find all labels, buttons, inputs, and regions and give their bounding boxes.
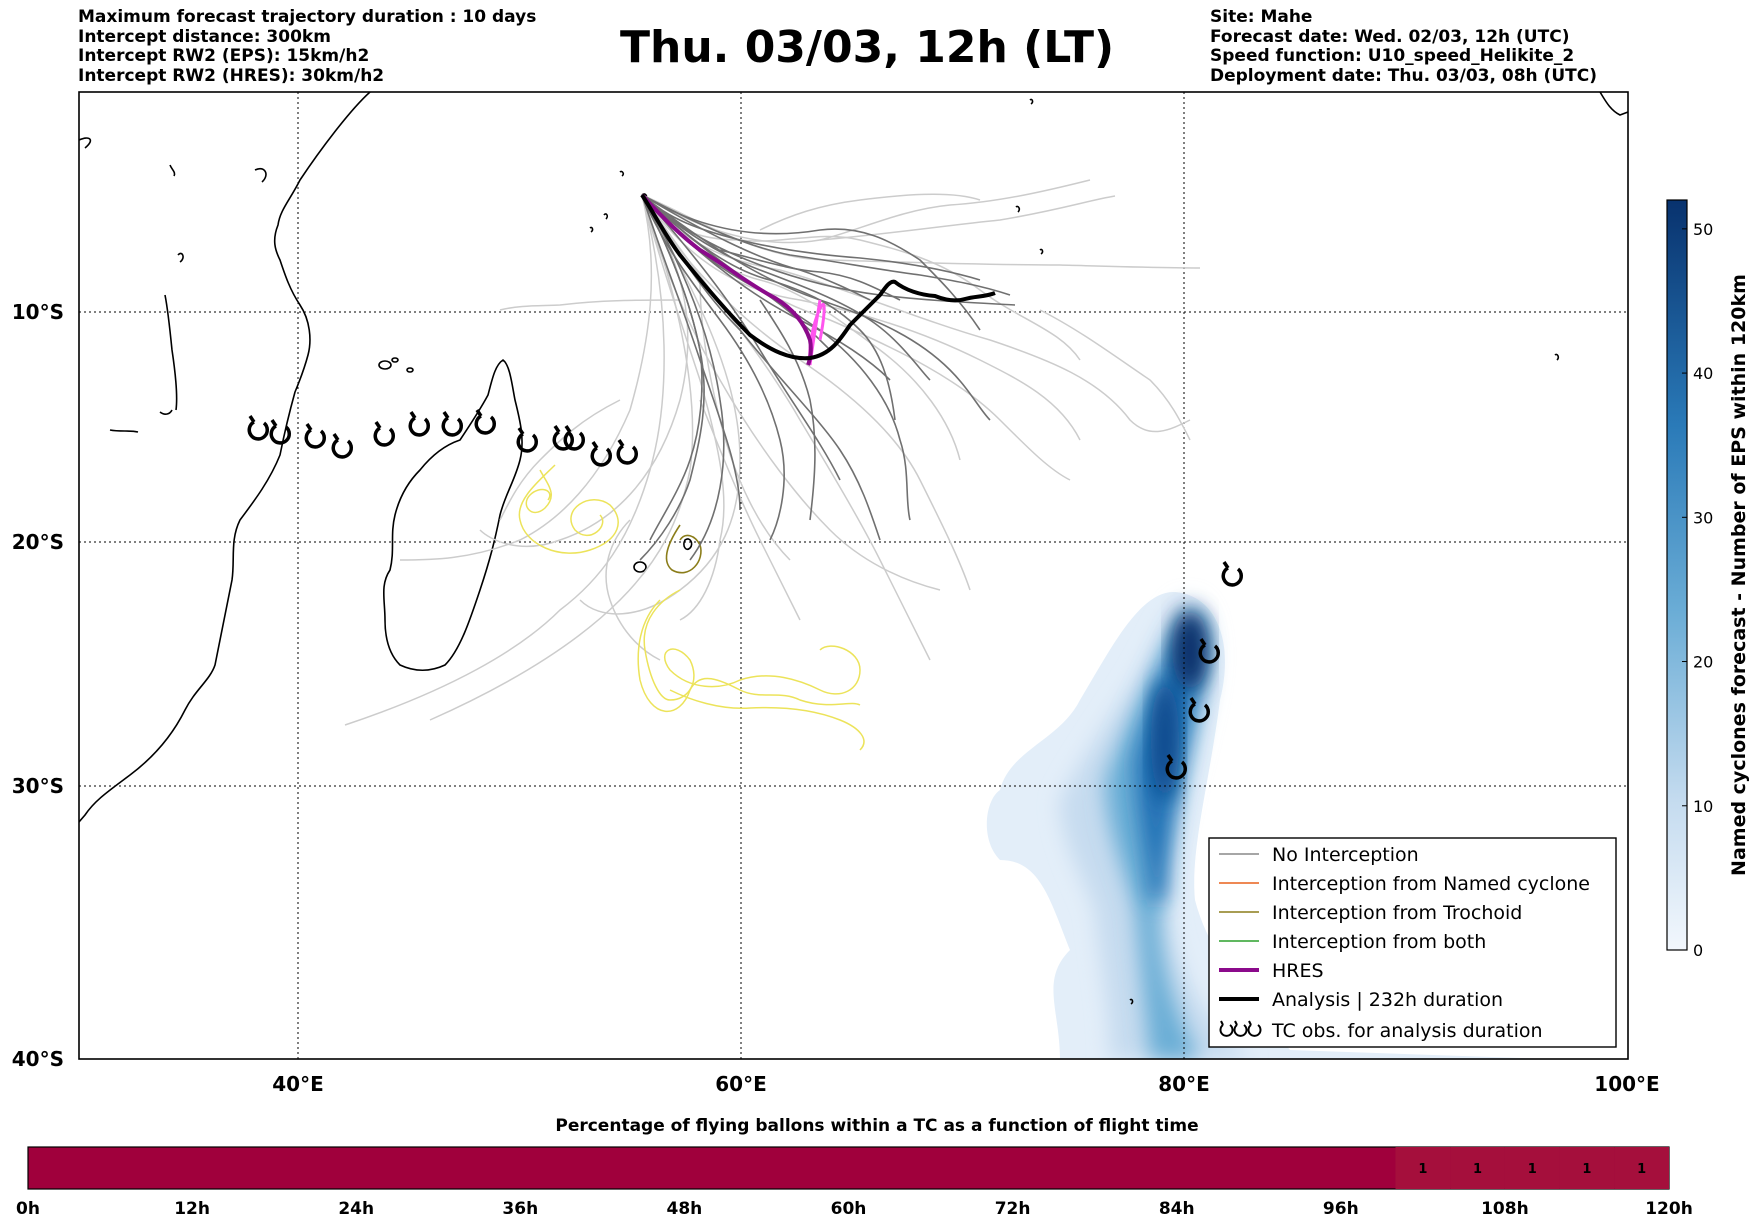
flight-time-cell-value: 1	[1528, 1162, 1537, 1177]
flight-time-bar: 1 1 1 1 1 0h 12h 24h 36h 48h 60h 72h 84h 96h 108h 120h	[16, 1146, 1693, 1219]
map-frame	[78, 91, 1629, 1060]
lat-label: 30°S	[12, 774, 64, 798]
tc-obs-icon	[304, 423, 326, 449]
legend-label: Interception from Named cyclone	[1272, 873, 1590, 895]
tc-observations	[247, 409, 1243, 780]
header-left-line: Maximum forecast trajectory duration : 1…	[78, 7, 537, 27]
lat-label: 20°S	[12, 530, 64, 554]
map-gridlines	[79, 92, 1628, 1059]
flight-time-tick: 48h	[667, 1199, 703, 1219]
tc-obs-icon	[1188, 697, 1210, 723]
lon-label: 80°E	[1158, 1072, 1210, 1096]
flight-time-cell-value: 1	[1637, 1162, 1646, 1177]
flight-time-cell	[1559, 1147, 1615, 1189]
tc-obs-icon	[331, 433, 353, 459]
lat-label: 40°S	[12, 1047, 64, 1071]
flight-time-cell	[1450, 1147, 1505, 1189]
trochoid-trajectory	[665, 524, 702, 574]
legend-tc-obs-icon	[1219, 1020, 1262, 1037]
legend-label: No Interception	[1272, 844, 1419, 866]
tc-obs-icon	[373, 421, 395, 447]
flight-time-tick: 72h	[995, 1199, 1031, 1219]
tc-obs-icon	[247, 415, 269, 441]
flight-time-cell	[1504, 1147, 1560, 1189]
colorbar-tick-label: 40	[1693, 364, 1713, 383]
colorbar-tick-label: 10	[1693, 797, 1713, 816]
legend-box	[1208, 837, 1617, 1048]
flight-bar-title: Percentage of flying ballons within a TC…	[555, 1116, 1199, 1136]
tc-obs-icon	[269, 419, 291, 445]
lon-label: 100°E	[1594, 1072, 1659, 1096]
colorbar-tick-label: 20	[1693, 653, 1713, 672]
tc-obs-icon	[616, 439, 638, 465]
flight-time-tick: 0h	[16, 1199, 40, 1219]
lon-label: 40°E	[272, 1072, 324, 1096]
lat-label: 10°S	[12, 300, 64, 324]
longitude-labels: 40°E 60°E 80°E 100°E	[272, 1072, 1659, 1096]
flight-time-cell-value: 1	[1418, 1162, 1427, 1177]
ensemble-trajectories-dark	[639, 194, 1016, 561]
tc-obs-icon	[516, 427, 538, 453]
flight-time-cell-value: 1	[1473, 1162, 1482, 1177]
analysis-trajectory	[640, 193, 996, 361]
header-right-line: Deployment date: Thu. 03/03, 08h (UTC)	[1210, 65, 1597, 86]
tc-obs-icon	[474, 409, 496, 435]
hres-trajectory	[640, 193, 813, 366]
legend-label: HRES	[1272, 960, 1324, 982]
colorbar-tick-label: 50	[1693, 220, 1713, 239]
header-right-info: Site: Mahe Forecast date: Wed. 02/03, 12…	[1210, 7, 1597, 86]
yellow-trajectories	[518, 464, 865, 751]
legend-entries: No Interception Interception from Named …	[1219, 844, 1590, 1042]
tc-obs-icon	[563, 425, 585, 451]
legend-label: Analysis | 232h duration	[1272, 989, 1503, 1011]
header-left-line: Intercept RW2 (HRES): 30km/h2	[78, 65, 385, 86]
flight-time-cell	[1614, 1147, 1669, 1189]
latitude-labels: 10°S 20°S 30°S 40°S	[12, 300, 64, 1071]
header-left-line: Intercept RW2 (EPS): 15km/h2	[78, 46, 370, 66]
colorbar-ticks: 0 10 20 30 40 50	[1682, 220, 1713, 960]
flight-time-tick: 12h	[174, 1199, 210, 1219]
flight-time-tick: 108h	[1481, 1199, 1529, 1219]
coastlines	[79, 92, 1628, 1005]
legend-label: TC obs. for analysis duration	[1271, 1020, 1543, 1042]
tc-obs-icon	[1165, 754, 1187, 780]
tc-obs-icon	[441, 411, 463, 437]
header-left-info: Maximum forecast trajectory duration : 1…	[78, 7, 537, 86]
tc-obs-icon	[552, 425, 574, 451]
colorbar-scale	[1666, 199, 1688, 951]
header-right-line: Forecast date: Wed. 02/03, 12h (UTC)	[1210, 26, 1570, 47]
flight-time-cell	[1395, 1147, 1451, 1189]
ensemble-trajectories-light	[344, 179, 1201, 726]
header-right-line: Speed function: U10_speed_Helikite_2	[1210, 46, 1575, 66]
lon-label: 60°E	[715, 1072, 767, 1096]
flight-time-bar-cells: 1 1 1 1 1	[1395, 1147, 1669, 1189]
flight-time-tick: 96h	[1323, 1199, 1359, 1219]
tc-obs-icon	[1198, 638, 1220, 664]
page-title: Thu. 03/03, 12h (LT)	[620, 22, 1115, 73]
colorbar: 0 10 20 30 40 50 Named cyclones forecast - Nu…	[1666, 199, 1750, 960]
colorbar-tick-label: 30	[1693, 508, 1713, 527]
flight-time-tick: 120h	[1645, 1199, 1693, 1219]
tc-obs-icon	[408, 411, 430, 437]
header-right-line: Site: Mahe	[1210, 7, 1313, 27]
pink-trajectory	[808, 299, 826, 366]
colorbar-tick-label: 0	[1693, 941, 1703, 960]
flight-time-tick: 84h	[1159, 1199, 1195, 1219]
flight-time-tick: 60h	[831, 1199, 867, 1219]
legend-label: Interception from Trochoid	[1272, 902, 1522, 924]
legend: No Interception Interception from Named …	[1208, 837, 1617, 1048]
flight-time-cell-value: 1	[1582, 1162, 1591, 1177]
flight-time-ticks: 0h 12h 24h 36h 48h 60h 72h 84h 96h 108h 120h	[16, 1199, 1693, 1219]
tc-obs-icon	[590, 441, 612, 467]
flight-time-tick: 36h	[502, 1199, 538, 1219]
header-left-line: Intercept distance: 300km	[78, 26, 331, 47]
flight-time-tick: 24h	[338, 1199, 374, 1219]
tc-obs-icon	[1221, 561, 1243, 587]
legend-label: Interception from both	[1272, 931, 1486, 953]
cyclone-density-field	[986, 591, 1551, 1059]
colorbar-label: Named cyclones forecast - Number of EPS …	[1728, 274, 1750, 876]
